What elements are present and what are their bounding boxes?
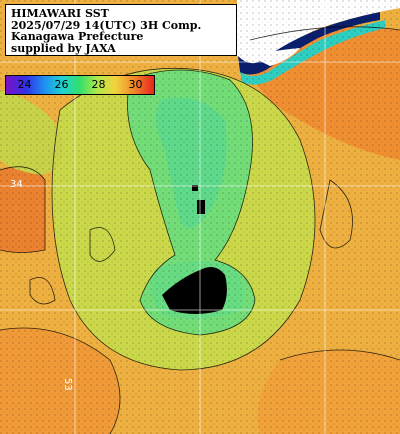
title-region: Kanagawa Prefecture bbox=[11, 30, 144, 43]
legend-label-26: 26 bbox=[54, 78, 69, 91]
legend-label-30: 30 bbox=[128, 78, 143, 91]
latitude-label: 34 bbox=[10, 179, 23, 190]
longitude-label: 53 bbox=[62, 378, 73, 391]
title-credit: supplied by JAXA bbox=[11, 41, 116, 55]
title-product: HIMAWARI SST bbox=[11, 7, 109, 20]
legend-label-28: 28 bbox=[91, 78, 106, 91]
temperature-legend: 24 26 28 30 bbox=[5, 75, 155, 95]
title-datetime: 2025/07/29 14(UTC) 3H Comp. bbox=[11, 18, 202, 32]
legend-label-24: 24 bbox=[17, 78, 32, 91]
map-title-box: HIMAWARI SST 2025/07/29 14(UTC) 3H Comp.… bbox=[5, 4, 237, 56]
